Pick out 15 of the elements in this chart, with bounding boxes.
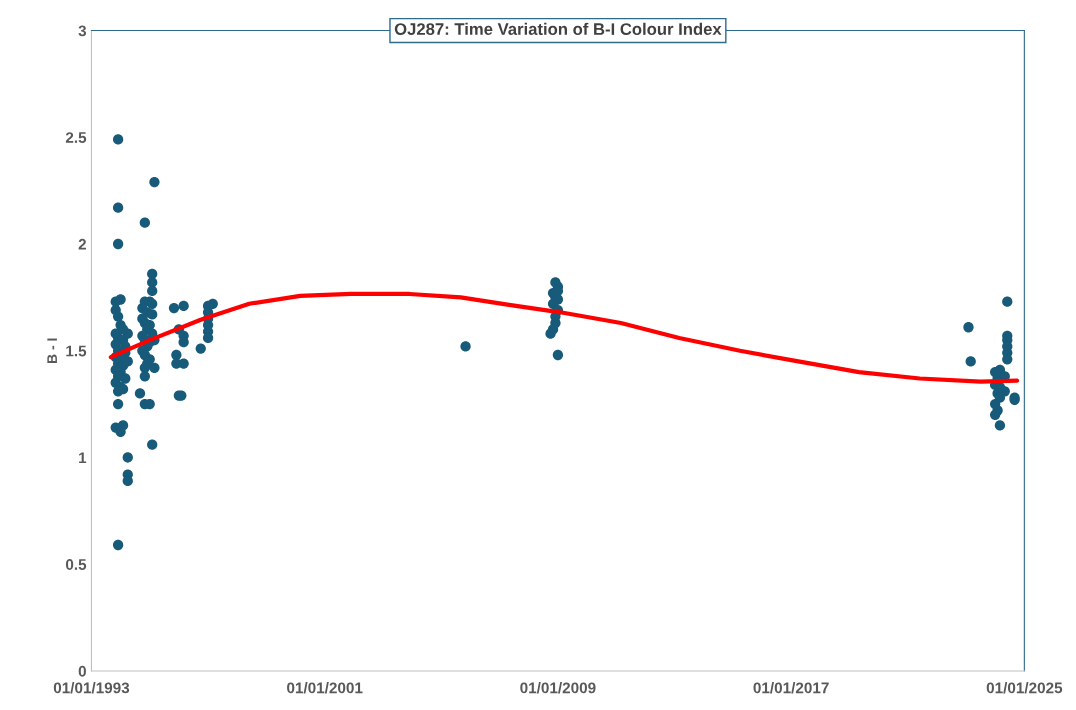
y-tick-label: 1 (79, 452, 87, 464)
y-tick-label: 0.5 (65, 559, 87, 570)
x-tick-label: 01/01/2001 (287, 682, 363, 694)
y-tick-label: 3 (78, 25, 87, 37)
y-tick-label: 0 (78, 665, 86, 677)
x-tick-label: 01/01/2009 (520, 682, 596, 694)
y-tick-label: 2.5 (65, 132, 87, 143)
x-tick-label: 01/01/1993 (53, 682, 130, 694)
chart-title: OJ287: Time Variation of B-I Colour Index (394, 22, 722, 35)
y-axis-title: B - I (47, 338, 57, 363)
y-tick-label: 2 (78, 238, 86, 250)
x-tick-label: 01/01/2017 (753, 682, 829, 694)
x-tick-label: 01/01/2025 (986, 682, 1063, 694)
y-tick-label: 1.5 (66, 345, 87, 357)
line-series (108, 291, 1020, 384)
